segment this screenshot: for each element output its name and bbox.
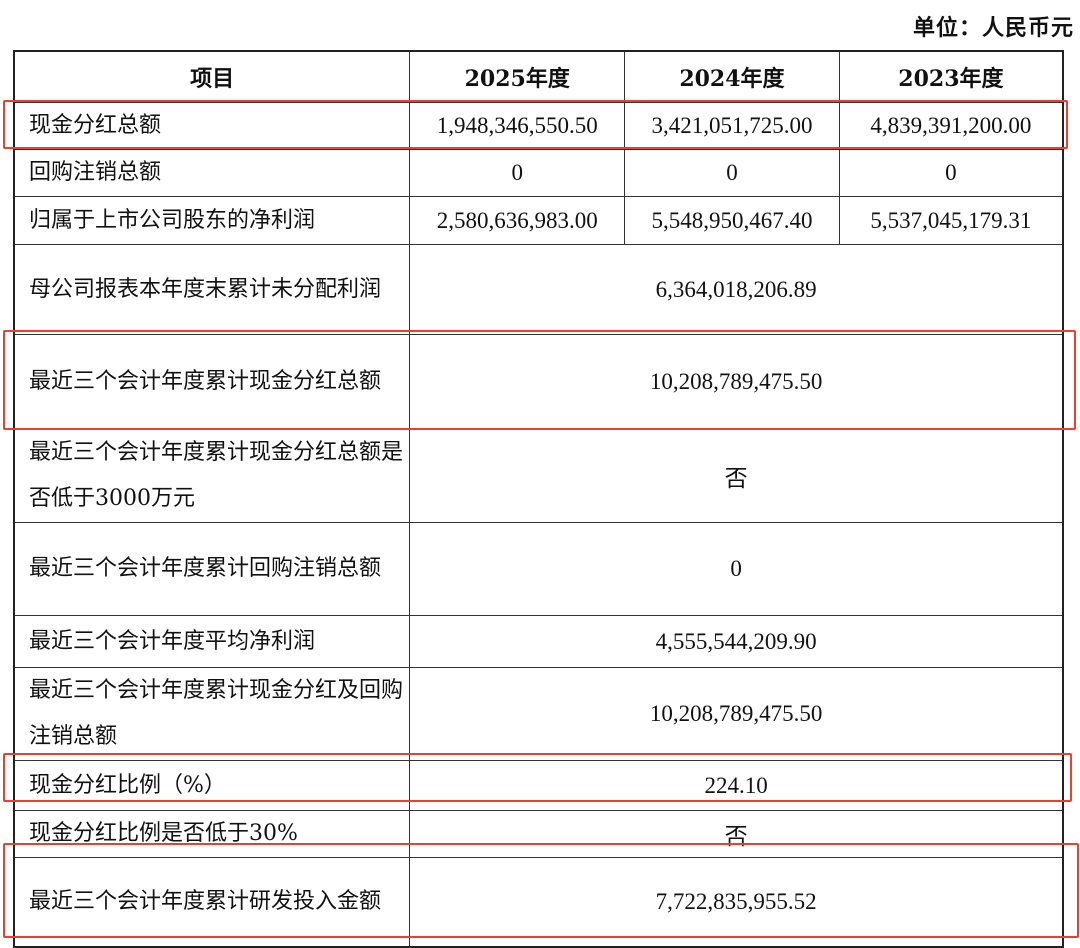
table-row: 现金分红总额 1,948,346,550.50 3,421,051,725.00… — [13, 102, 1064, 150]
row-label: 回购注销总额 — [13, 149, 411, 197]
table-row: 最近三个会计年度累计回购注销总额 0 — [13, 522, 1064, 616]
table-row: 母公司报表本年度末累计未分配利润 6,364,018,206.89 — [13, 244, 1064, 335]
table-row: 现金分红比例是否低于30% 否 — [13, 810, 1064, 858]
row-label: 最近三个会计年度平均净利润 — [13, 615, 411, 668]
cell-value: 0 — [409, 522, 1064, 616]
cell-2023: 0 — [838, 149, 1064, 197]
cell-value: 224.10 — [409, 760, 1064, 811]
dividend-table: 项目 2025年度 2024年度 2023年度 现金分红总额 1,948,346… — [13, 50, 1064, 948]
row-label: 归属于上市公司股东的净利润 — [13, 196, 411, 245]
cell-value: 10,208,789,475.50 — [409, 334, 1064, 430]
table-row: 最近三个会计年度累计现金分红总额是否低于3000万元 否 — [13, 429, 1064, 523]
table-row: 最近三个会计年度平均净利润 4,555,544,209.90 — [13, 615, 1064, 668]
cell-2025: 1,948,346,550.50 — [409, 102, 626, 150]
cell-value: 6,364,018,206.89 — [409, 244, 1064, 335]
cell-2024: 5,548,950,467.40 — [624, 196, 840, 245]
header-2025: 2025年度 — [409, 50, 626, 103]
table-row: 现金分红比例（%） 224.10 — [13, 760, 1064, 811]
cell-2023: 4,839,391,200.00 — [838, 102, 1064, 150]
header-2024: 2024年度 — [624, 50, 840, 103]
cell-2025: 2,580,636,983.00 — [409, 196, 626, 245]
cell-2025: 0 — [409, 149, 626, 197]
header-item: 项目 — [13, 50, 411, 103]
row-label: 最近三个会计年度累计研发投入金额 — [13, 857, 411, 947]
table-header-row: 项目 2025年度 2024年度 2023年度 — [13, 50, 1064, 103]
unit-label: 单位：人民币元 — [912, 15, 1074, 41]
table-row: 最近三个会计年度累计现金分红总额 10,208,789,475.50 — [13, 334, 1064, 430]
cell-value: 否 — [409, 429, 1064, 523]
cell-2024: 0 — [624, 149, 840, 197]
cell-value: 7,722,835,955.52 — [409, 857, 1064, 947]
row-label: 最近三个会计年度累计现金分红及回购注销总额 — [13, 667, 411, 761]
cell-value: 4,555,544,209.90 — [409, 615, 1064, 668]
cell-value: 否 — [409, 810, 1064, 858]
table-row: 回购注销总额 0 0 0 — [13, 149, 1064, 197]
cell-2024: 3,421,051,725.00 — [624, 102, 840, 150]
row-label: 最近三个会计年度累计现金分红总额是否低于3000万元 — [13, 429, 411, 523]
header-2023: 2023年度 — [838, 50, 1064, 103]
row-label: 最近三个会计年度累计现金分红总额 — [13, 334, 411, 430]
row-label: 现金分红比例是否低于30% — [13, 810, 411, 858]
row-label: 母公司报表本年度末累计未分配利润 — [13, 244, 411, 335]
row-label: 现金分红总额 — [13, 102, 411, 150]
table-row: 归属于上市公司股东的净利润 2,580,636,983.00 5,548,950… — [13, 196, 1064, 245]
cell-value: 10,208,789,475.50 — [409, 667, 1064, 761]
table-row: 最近三个会计年度累计现金分红及回购注销总额 10,208,789,475.50 — [13, 667, 1064, 761]
row-label: 最近三个会计年度累计回购注销总额 — [13, 522, 411, 616]
table-row: 最近三个会计年度累计研发投入金额 7,722,835,955.52 — [13, 857, 1064, 947]
row-label: 现金分红比例（%） — [13, 760, 411, 811]
cell-2023: 5,537,045,179.31 — [838, 196, 1064, 245]
